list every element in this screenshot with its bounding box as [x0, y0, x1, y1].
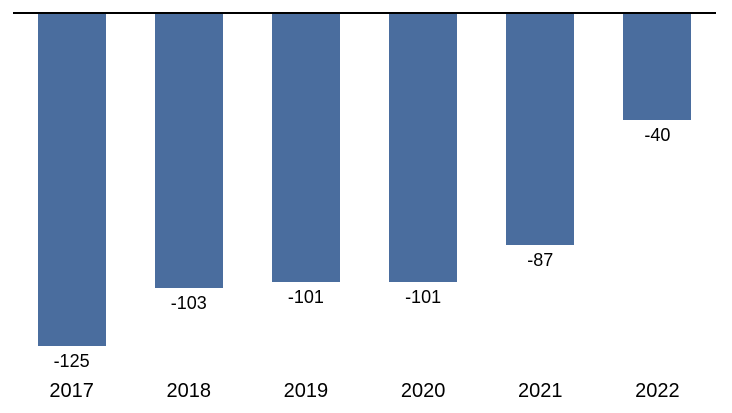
data-label-2022: -40 — [644, 125, 671, 145]
bar-2017 — [37, 14, 106, 346]
x-axis-label-2022: 2022 — [635, 380, 680, 402]
bar-2019 — [271, 14, 340, 282]
x-axis-label-2020: 2020 — [400, 380, 446, 402]
bar-2022 — [623, 14, 692, 120]
bar-2018 — [154, 14, 223, 288]
x-axis-label-2017: 2017 — [49, 380, 94, 402]
x-axis-label-2019: 2019 — [283, 380, 329, 402]
data-label-2021: -87 — [527, 250, 554, 270]
x-axis-label-2021: 2021 — [518, 380, 563, 402]
data-label-2019: -101 — [287, 287, 324, 307]
x-axis-zero-line — [13, 12, 716, 14]
bar-2021 — [506, 14, 575, 245]
data-label-2020: -101 — [405, 287, 442, 307]
x-axis-label-2018: 2018 — [166, 380, 212, 402]
data-label-2018: -103 — [170, 293, 207, 313]
bar-2020 — [389, 14, 458, 282]
data-label-2017: -125 — [53, 351, 90, 371]
